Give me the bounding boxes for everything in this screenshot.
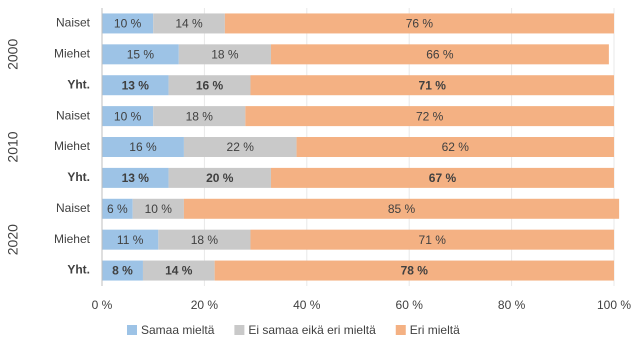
legend-swatch xyxy=(395,325,406,335)
bar-segment xyxy=(214,260,614,281)
legend-label: Ei samaa eikä eri mieltä xyxy=(248,323,376,337)
bar-segment xyxy=(183,198,620,219)
y-tick-label: Yht. xyxy=(67,77,90,91)
x-tick-label: 100 % xyxy=(597,298,631,312)
value-label: 13 % xyxy=(122,171,150,185)
y-tick-label: Naiset xyxy=(56,201,91,215)
bar-segment xyxy=(102,75,169,96)
value-label: 16 % xyxy=(129,140,157,154)
value-label: 71 % xyxy=(419,78,447,92)
bar-segment xyxy=(102,44,179,65)
bar-segment xyxy=(270,44,609,65)
x-tick-label: 60 % xyxy=(396,298,424,312)
x-tick-label: 80 % xyxy=(498,298,526,312)
bar-segment xyxy=(270,167,614,188)
bar-segment xyxy=(178,44,271,65)
bar-segment xyxy=(158,229,251,250)
group-label: 2000 xyxy=(5,39,21,70)
legend-label: Eri mieltä xyxy=(410,323,460,337)
value-label: 8 % xyxy=(112,264,133,278)
x-tick-label: 40 % xyxy=(293,298,321,312)
bar-segment xyxy=(153,13,225,34)
bar-segment xyxy=(102,137,184,157)
bar-segment xyxy=(102,167,169,188)
value-label: 13 % xyxy=(122,78,150,92)
value-label: 20 % xyxy=(206,171,234,185)
bar-segment xyxy=(102,198,133,219)
bar-segment xyxy=(224,13,614,34)
bar-segment xyxy=(245,106,615,127)
bar-segment xyxy=(132,198,184,219)
value-label: 10 % xyxy=(145,202,173,216)
bar-segment xyxy=(250,75,615,96)
value-label: 18 % xyxy=(211,48,239,62)
bar-segment xyxy=(102,106,154,127)
legend-label: Samaa mieltä xyxy=(141,323,215,337)
value-label: 62 % xyxy=(442,140,470,154)
y-tick-label: Yht. xyxy=(67,170,90,184)
y-tick-label: Naiset xyxy=(56,16,91,30)
bar-segment xyxy=(102,13,154,34)
y-tick-label: Miehet xyxy=(54,232,91,246)
value-label: 14 % xyxy=(165,264,193,278)
bar-segment xyxy=(183,137,297,157)
bar-segment xyxy=(296,137,614,157)
value-label: 71 % xyxy=(419,233,447,247)
value-label: 10 % xyxy=(114,109,142,123)
bar-segment xyxy=(168,167,271,188)
value-label: 76 % xyxy=(406,17,434,31)
value-label: 6 % xyxy=(107,202,128,216)
y-tick-label: Naiset xyxy=(56,108,91,122)
value-label: 10 % xyxy=(114,17,142,31)
bar-segment xyxy=(250,229,615,250)
bar-segment xyxy=(168,75,251,96)
value-label: 14 % xyxy=(175,17,203,31)
y-tick-label: Miehet xyxy=(54,47,91,61)
value-label: 18 % xyxy=(191,233,219,247)
value-label: 72 % xyxy=(416,109,444,123)
value-label: 67 % xyxy=(429,171,457,185)
bar-segment xyxy=(102,229,159,250)
group-label: 2020 xyxy=(5,224,21,255)
value-label: 18 % xyxy=(186,109,214,123)
value-label: 15 % xyxy=(127,48,155,62)
x-tick-label: 20 % xyxy=(191,298,219,312)
y-tick-label: Yht. xyxy=(67,263,90,277)
bar-segment xyxy=(102,260,143,281)
value-label: 78 % xyxy=(401,264,429,278)
legend-swatch xyxy=(234,325,245,335)
value-label: 85 % xyxy=(388,202,416,216)
value-label: 66 % xyxy=(426,48,454,62)
bar-segment xyxy=(142,260,215,281)
value-label: 11 % xyxy=(117,233,144,247)
value-label: 22 % xyxy=(227,140,255,154)
value-label: 16 % xyxy=(196,78,224,92)
x-tick-label: 0 % xyxy=(92,298,113,312)
legend-swatch xyxy=(127,325,137,335)
y-tick-label: Miehet xyxy=(54,139,91,153)
group-label: 2010 xyxy=(5,131,21,162)
bar-segment xyxy=(153,106,246,127)
